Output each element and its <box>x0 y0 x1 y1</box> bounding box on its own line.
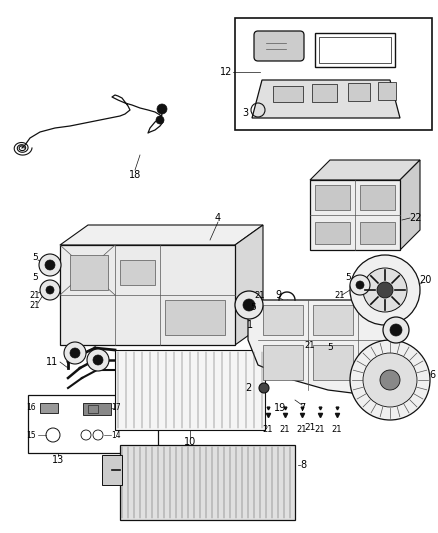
Text: 21: 21 <box>255 290 265 300</box>
Text: 17: 17 <box>111 403 121 413</box>
Text: 14: 14 <box>111 431 121 440</box>
Bar <box>70 255 108 290</box>
Text: 9: 9 <box>275 290 281 300</box>
Bar <box>273 86 303 102</box>
Text: 21: 21 <box>304 424 316 432</box>
Text: 18: 18 <box>129 170 141 180</box>
Bar <box>360 185 395 210</box>
Text: 6: 6 <box>429 370 435 380</box>
Text: 5: 5 <box>327 343 333 352</box>
FancyBboxPatch shape <box>254 31 304 61</box>
Bar <box>88 405 98 413</box>
Bar <box>263 345 303 380</box>
Text: 21: 21 <box>30 301 40 310</box>
Text: 8: 8 <box>300 460 306 470</box>
Text: 5: 5 <box>345 273 351 282</box>
Circle shape <box>390 324 402 336</box>
Text: 1: 1 <box>247 320 253 330</box>
Bar <box>315 33 395 67</box>
Text: 21: 21 <box>280 425 290 434</box>
Bar <box>319 37 391 63</box>
Text: 21: 21 <box>30 290 40 300</box>
Bar <box>60 245 235 345</box>
Circle shape <box>64 342 86 364</box>
Polygon shape <box>248 300 403 395</box>
Text: 2: 2 <box>246 383 252 393</box>
Bar <box>165 300 225 335</box>
Text: 4: 4 <box>215 213 221 223</box>
Polygon shape <box>400 160 420 250</box>
Circle shape <box>87 349 109 371</box>
Bar <box>315 185 350 210</box>
Bar <box>28 395 158 453</box>
Polygon shape <box>252 80 400 118</box>
Circle shape <box>157 104 167 114</box>
Bar <box>313 305 353 335</box>
Text: 16: 16 <box>26 403 36 413</box>
Circle shape <box>383 317 409 343</box>
Bar <box>235 18 432 130</box>
Bar <box>115 350 265 430</box>
Circle shape <box>46 286 54 294</box>
Bar <box>360 222 395 244</box>
Bar <box>348 83 370 101</box>
Bar <box>378 82 396 100</box>
Bar <box>120 260 155 285</box>
Text: 21: 21 <box>297 425 307 434</box>
Circle shape <box>356 281 364 289</box>
Text: 5: 5 <box>250 303 256 312</box>
Text: 5: 5 <box>32 254 38 262</box>
Text: 7: 7 <box>299 403 305 413</box>
Bar <box>315 222 350 244</box>
Text: 21: 21 <box>263 425 273 434</box>
Bar <box>120 445 295 520</box>
Text: 10: 10 <box>184 437 196 447</box>
Bar <box>313 345 353 380</box>
Bar <box>83 403 111 415</box>
Circle shape <box>40 280 60 300</box>
Bar <box>40 403 58 413</box>
Circle shape <box>39 254 61 276</box>
Circle shape <box>93 355 103 365</box>
Circle shape <box>243 299 255 311</box>
Polygon shape <box>235 225 263 345</box>
Text: 21: 21 <box>305 341 315 350</box>
Text: 21: 21 <box>332 425 342 434</box>
Text: 13: 13 <box>52 455 64 465</box>
Text: 20: 20 <box>419 275 431 285</box>
Circle shape <box>70 348 80 358</box>
Text: 11: 11 <box>46 357 58 367</box>
Text: 12: 12 <box>219 67 232 77</box>
Text: 5: 5 <box>32 273 38 282</box>
Circle shape <box>350 255 420 325</box>
Text: 22: 22 <box>409 213 421 223</box>
Text: 21: 21 <box>335 290 345 300</box>
Circle shape <box>363 353 417 407</box>
Text: 21: 21 <box>315 425 325 434</box>
Circle shape <box>350 275 370 295</box>
Circle shape <box>45 260 55 270</box>
Circle shape <box>350 340 430 420</box>
Polygon shape <box>310 160 420 180</box>
Circle shape <box>363 268 407 312</box>
Polygon shape <box>310 180 400 250</box>
Circle shape <box>156 116 164 124</box>
Circle shape <box>377 282 393 298</box>
Bar <box>263 305 303 335</box>
Circle shape <box>259 383 269 393</box>
Text: 19: 19 <box>274 403 286 413</box>
Text: 15: 15 <box>26 431 36 440</box>
Circle shape <box>235 291 263 319</box>
Bar <box>312 84 337 102</box>
Text: 3: 3 <box>242 108 248 118</box>
Circle shape <box>380 370 400 390</box>
Bar <box>102 455 122 485</box>
Polygon shape <box>60 225 263 245</box>
